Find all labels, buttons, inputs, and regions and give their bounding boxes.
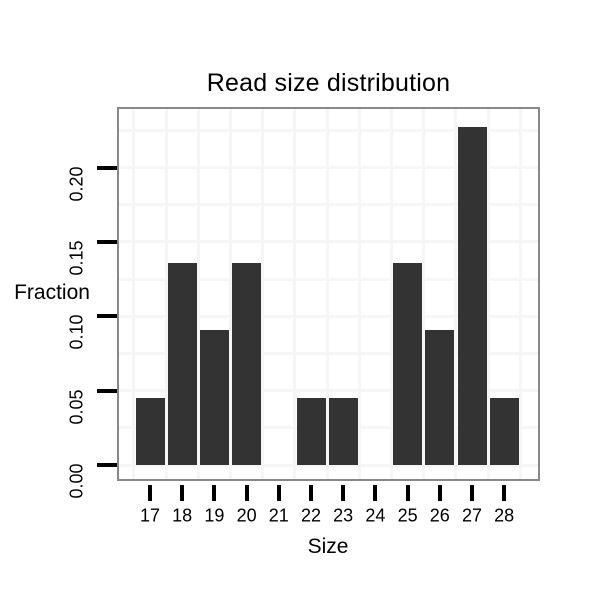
- gridline-vertical: [486, 109, 490, 479]
- y-tick: [97, 463, 117, 467]
- x-tick: [309, 485, 313, 501]
- y-tick-label: 0.15: [66, 240, 87, 276]
- bar-size-20: [232, 262, 262, 465]
- gridline-vertical: [518, 109, 522, 479]
- gridline-vertical: [196, 109, 200, 479]
- gridline-vertical: [390, 109, 393, 479]
- x-tick-label: 25: [397, 505, 418, 526]
- bar-size-22: [296, 398, 326, 465]
- gridline-vertical: [293, 109, 297, 479]
- y-axis-label: Fraction: [14, 281, 90, 304]
- x-tick: [180, 485, 185, 501]
- x-tick: [502, 485, 507, 501]
- y-tick-label: 0.20: [66, 166, 87, 202]
- x-tick-label: 17: [139, 505, 161, 526]
- x-tick: [212, 485, 217, 501]
- y-tick-label: 0.10: [66, 314, 87, 350]
- bar-size-28: [489, 398, 519, 465]
- y-tick: [97, 165, 117, 170]
- bar-size-23: [328, 398, 358, 465]
- x-tick-label: 26: [429, 505, 450, 526]
- x-tick: [373, 485, 378, 501]
- gridline-vertical: [132, 109, 136, 479]
- y-tick-label: 0.00: [66, 463, 87, 499]
- y-tick: [97, 314, 117, 319]
- x-tick-label: 28: [494, 505, 515, 526]
- gridline-vertical: [164, 109, 168, 479]
- bar-size-18: [167, 262, 197, 465]
- gridline-vertical: [357, 109, 361, 479]
- bar-size-27: [457, 127, 487, 465]
- gridline-vertical: [454, 109, 458, 479]
- x-tick: [244, 485, 249, 501]
- x-tick-label: 20: [236, 505, 257, 526]
- x-axis-label: Size: [307, 535, 349, 558]
- x-tick: [437, 485, 442, 501]
- y-tick: [97, 239, 117, 244]
- bar-size-25: [393, 262, 423, 465]
- x-tick-label: 19: [204, 505, 225, 526]
- y-tick: [97, 388, 117, 393]
- gridline-vertical: [325, 109, 329, 479]
- bar-size-26: [425, 329, 455, 465]
- y-tick-label: 0.05: [66, 389, 87, 425]
- plot-panel: [117, 107, 540, 481]
- x-tick-label: 21: [268, 505, 289, 526]
- x-tick: [276, 485, 281, 501]
- x-tick: [405, 485, 410, 501]
- gridline-vertical: [261, 109, 265, 479]
- x-tick-label: 22: [300, 505, 322, 526]
- gridline-vertical: [422, 109, 426, 479]
- x-tick: [341, 485, 346, 501]
- x-tick: [148, 485, 152, 501]
- x-tick-label: 24: [365, 505, 386, 526]
- bar-size-17: [135, 398, 165, 465]
- x-tick: [470, 485, 474, 501]
- x-tick-label: 23: [333, 505, 354, 526]
- gridline-vertical: [229, 109, 232, 479]
- x-tick-label: 27: [461, 505, 483, 526]
- bar-size-19: [199, 329, 229, 465]
- chart-title: Read size distribution: [206, 69, 451, 97]
- x-tick-label: 18: [172, 505, 193, 526]
